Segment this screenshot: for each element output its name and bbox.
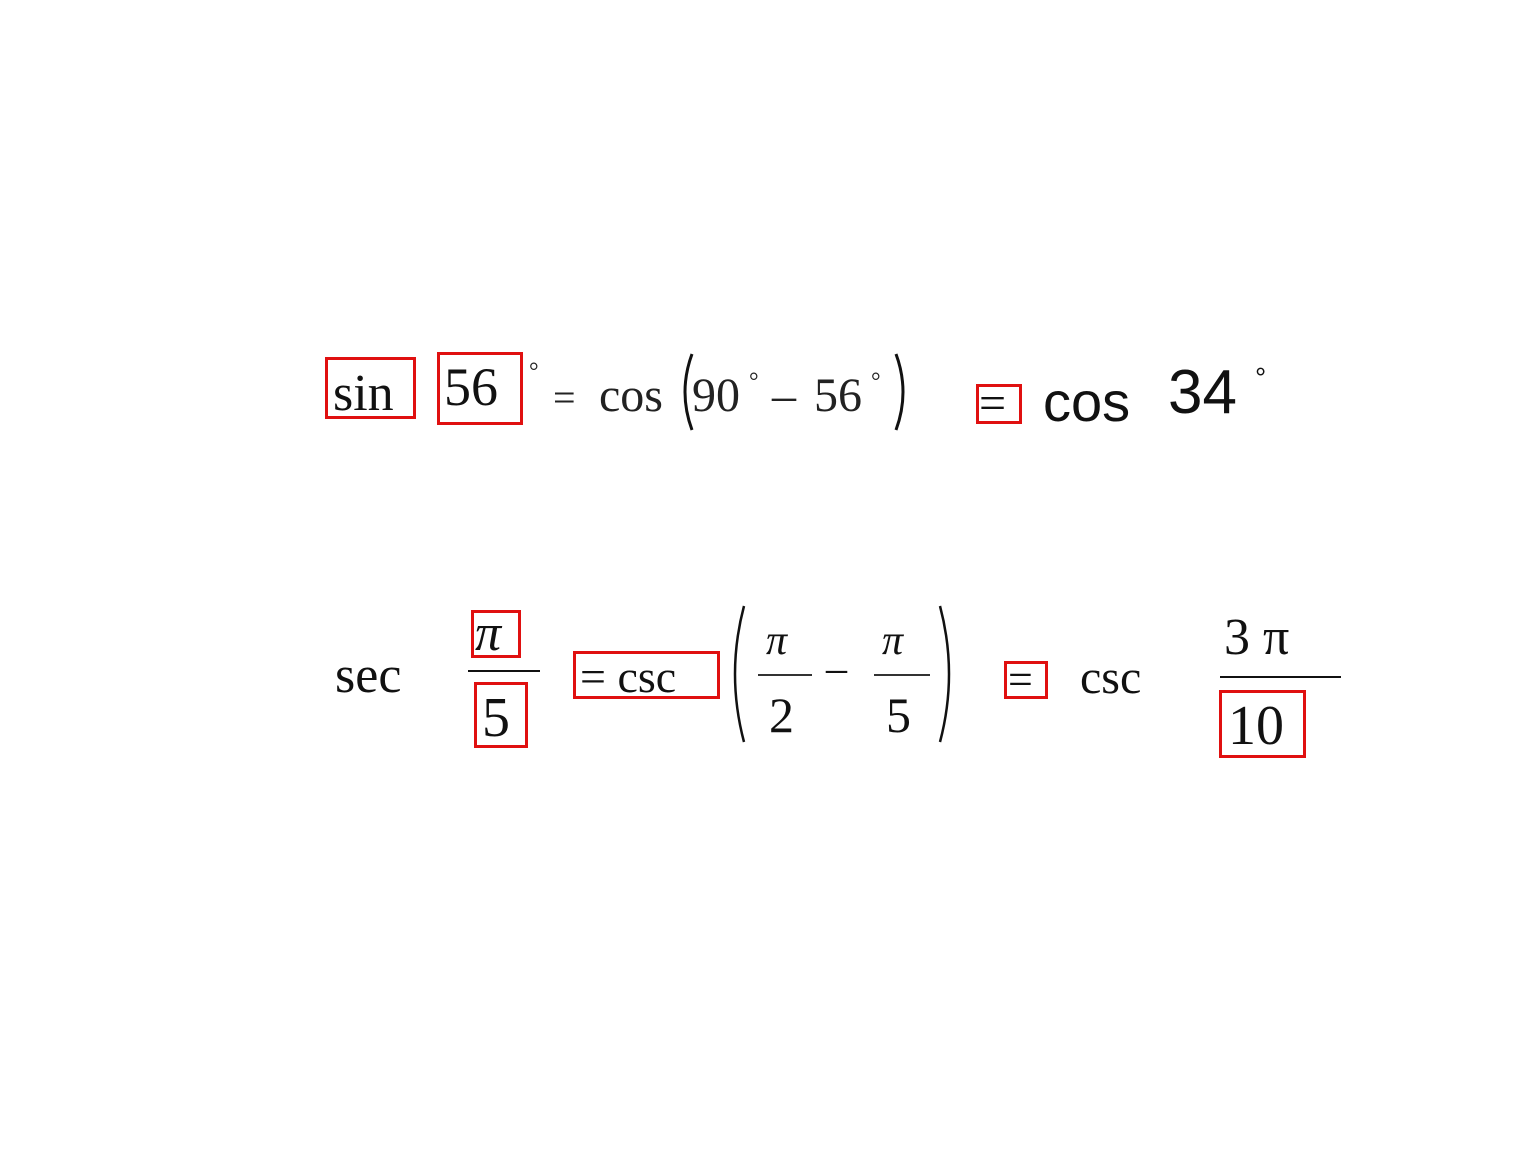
denominator-highlight-box — [474, 682, 528, 748]
degree-symbol: ° — [529, 359, 539, 385]
inner-fraction-1-bar — [758, 674, 812, 676]
result-degree-symbol: ° — [1255, 362, 1267, 393]
fraction-numerator-pi: π — [475, 605, 502, 662]
result-fraction-bar — [1220, 676, 1341, 678]
result-angle-34: 34 — [1168, 358, 1237, 427]
inner-fraction-2-numerator: π — [882, 618, 904, 664]
inner-56: 56 — [814, 369, 862, 422]
result-csc-function: csc — [1080, 651, 1142, 704]
result-equals-sign: = — [1008, 655, 1033, 704]
inner-90: 90 — [692, 369, 740, 422]
result-fraction-numerator: 3 π — [1224, 609, 1290, 666]
inner-fraction-1-numerator: π — [766, 618, 788, 664]
open-paren — [683, 353, 694, 431]
close-big-paren — [938, 605, 951, 743]
result-equals-highlight-box — [976, 384, 1022, 424]
inner-degree-1: ° — [749, 369, 759, 395]
angle-56: 56 — [444, 357, 498, 417]
sin-highlight-box — [325, 357, 416, 419]
sec-function: sec — [335, 647, 402, 704]
inner-fraction-1-denominator: 2 — [769, 687, 794, 743]
angle-highlight-box — [437, 352, 523, 425]
equals-csc-highlight-box — [573, 651, 720, 699]
close-paren — [894, 353, 905, 431]
inner-minus-sign: – — [826, 646, 847, 692]
result-equals-highlight-box — [1004, 661, 1048, 699]
inner-degree-2: ° — [871, 369, 881, 395]
fraction-denominator-5: 5 — [482, 687, 510, 749]
numerator-highlight-box — [471, 610, 521, 658]
minus-sign: – — [772, 369, 796, 422]
fraction-bar — [468, 670, 540, 672]
open-big-paren — [733, 605, 746, 743]
sin-function: sin — [333, 365, 394, 422]
inner-fraction-2-denominator: 5 — [886, 687, 911, 743]
inner-fraction-2-bar — [874, 674, 930, 676]
result-fraction-denominator: 10 — [1228, 695, 1284, 757]
result-equals-sign: = — [979, 377, 1007, 430]
equals-csc: = csc — [580, 651, 677, 702]
result-denominator-highlight-box — [1219, 690, 1306, 758]
equals-sign: = — [553, 375, 576, 420]
result-cos-function: cos — [1043, 370, 1131, 433]
cos-function: cos — [599, 369, 663, 422]
